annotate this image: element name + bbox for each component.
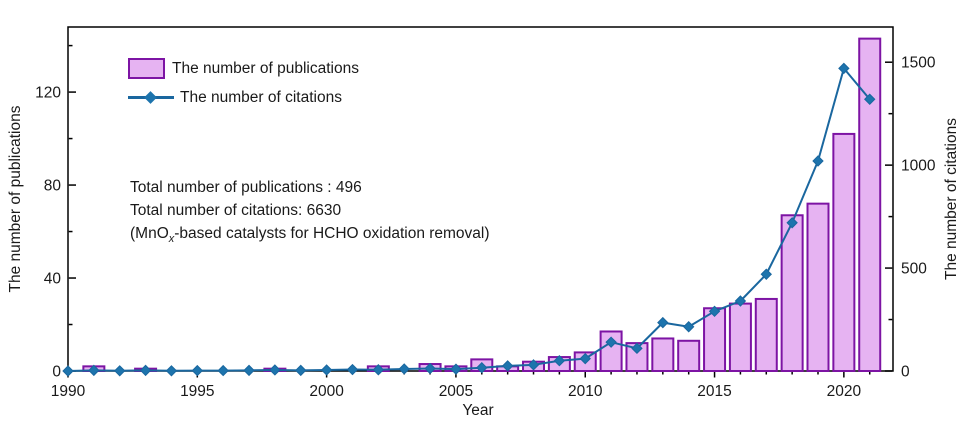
annotation-line-1: Total number of publications : 496 <box>130 179 362 196</box>
citations-line-sample <box>128 91 174 104</box>
annotation-line-3-prefix: (MnO <box>130 225 169 242</box>
citations-point <box>812 155 824 167</box>
x-tick-label: 2000 <box>309 383 344 400</box>
citations-point <box>708 305 721 318</box>
citations-point <box>424 362 436 375</box>
publications-bar <box>858 37 882 373</box>
annotation-line-2: Total number of citations: 6630 <box>130 202 342 219</box>
publications-bar <box>703 307 727 373</box>
citations-point <box>165 365 178 377</box>
left-tick-label: 120 <box>35 85 61 102</box>
citations-point <box>786 217 798 229</box>
left-tick-label: 40 <box>44 271 62 288</box>
citations-point <box>217 364 229 377</box>
citations-point <box>243 364 255 377</box>
x-tick-label: 2005 <box>439 383 473 400</box>
citations-point <box>553 354 566 367</box>
annotation-block: Total number of publications : 496 Total… <box>130 176 490 251</box>
annotation-line-3-suffix: -based catalysts for HCHO oxidation remo… <box>174 225 490 242</box>
citations-point <box>657 316 669 329</box>
citations-point <box>631 342 643 355</box>
citations-point <box>682 321 695 333</box>
right-tick-label: 1000 <box>901 158 936 175</box>
publications-bar <box>728 302 752 373</box>
x-tick-label: 2010 <box>568 383 603 400</box>
citations-point <box>191 364 204 377</box>
citations-point <box>320 364 333 376</box>
citations-point <box>760 268 772 280</box>
citations-point <box>62 365 74 377</box>
citations-point <box>579 352 591 365</box>
legend: The number of publications The number of… <box>128 54 359 112</box>
x-tick-label: 1990 <box>51 383 86 400</box>
left-axis-title: The number of publications <box>7 105 24 293</box>
citations-point <box>372 364 385 376</box>
diamond-marker-icon <box>144 91 157 104</box>
left-tick-label: 80 <box>44 178 62 195</box>
publications-bar <box>754 297 778 373</box>
legend-publications-label: The number of publications <box>172 59 359 77</box>
right-tick-label: 0 <box>901 364 910 381</box>
right-tick-label: 500 <box>901 261 927 278</box>
citations-point <box>139 364 152 377</box>
citations-point <box>838 62 850 75</box>
citations-point <box>527 359 540 371</box>
x-tick-label: 2020 <box>827 383 862 400</box>
citations-point <box>295 364 307 377</box>
publications-bar <box>806 202 830 372</box>
publications-bar <box>832 132 856 372</box>
legend-item-citations: The number of citations <box>128 83 359 112</box>
x-tick-label: 1995 <box>180 383 214 400</box>
legend-citations-label: The number of citations <box>180 88 342 106</box>
right-tick-label: 1500 <box>901 55 936 72</box>
citations-point <box>501 360 514 372</box>
citations-point <box>864 93 876 105</box>
citations-point <box>476 361 488 374</box>
x-axis-title: Year <box>462 402 494 419</box>
publications-bar <box>651 337 675 373</box>
publications-bar <box>677 339 701 372</box>
citations-point <box>114 365 126 377</box>
publications-bar <box>780 214 804 372</box>
x-tick-label: 2015 <box>697 383 731 400</box>
publications-bar <box>599 330 623 372</box>
citations-point <box>346 363 359 376</box>
citations-point <box>269 364 281 376</box>
legend-item-publications: The number of publications <box>128 54 359 83</box>
annotation-line-3: (MnOx-based catalysts for HCHO oxidation… <box>130 222 490 251</box>
right-axis-title: The number of citations <box>943 118 960 280</box>
publications-bar-swatch <box>128 58 165 79</box>
citations-point <box>450 363 462 375</box>
citations-point <box>605 336 617 348</box>
citations-point <box>734 295 747 307</box>
annotation-line-3-subscript: x <box>168 233 175 246</box>
citations-point <box>88 364 100 377</box>
left-tick-label: 0 <box>52 364 61 381</box>
citations-point <box>398 363 410 375</box>
